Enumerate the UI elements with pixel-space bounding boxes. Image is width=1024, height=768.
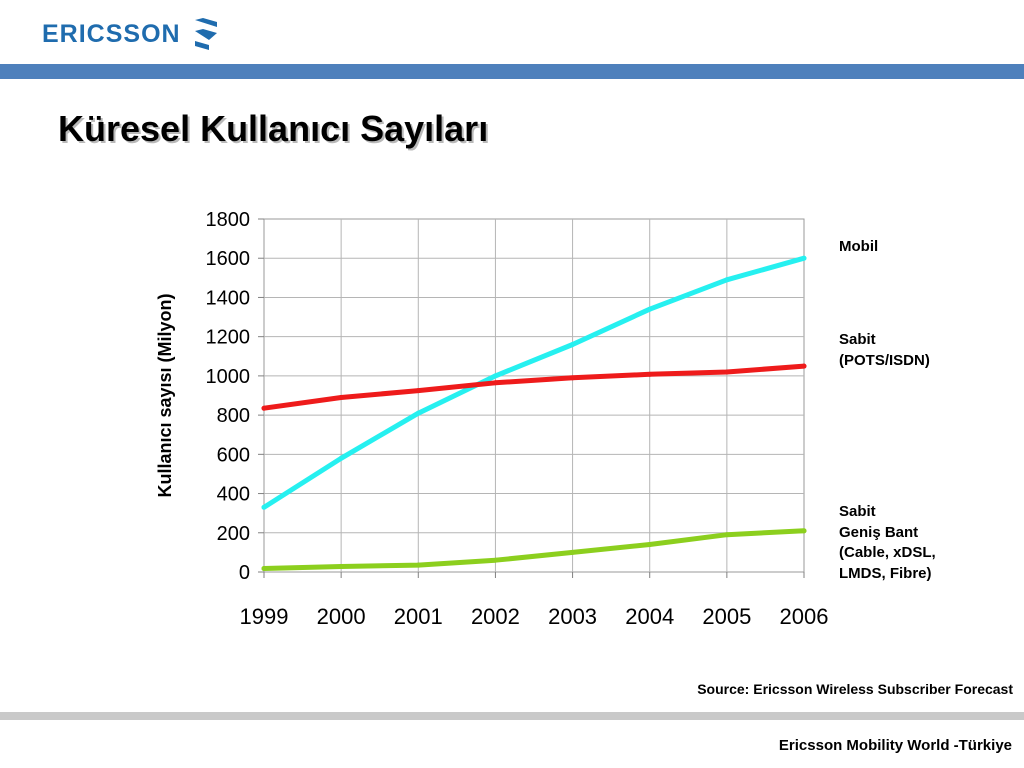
data-point (801, 528, 807, 534)
x-tick-label: 2001 (394, 604, 443, 629)
data-point (338, 394, 344, 400)
source-note: Source: Ericsson Wireless Subscriber For… (697, 681, 1013, 697)
series-line (261, 363, 807, 411)
data-point (801, 363, 807, 369)
x-tick-label: 2000 (317, 604, 366, 629)
series-line (261, 528, 807, 571)
y-tick-label: 400 (217, 484, 250, 506)
x-tick-label: 1999 (240, 604, 289, 629)
data-point (724, 277, 730, 283)
y-tick-label: 1200 (206, 327, 251, 349)
y-tick-label: 1400 (206, 287, 251, 309)
data-point (415, 410, 421, 416)
data-point (261, 405, 267, 411)
data-point (724, 532, 730, 538)
x-tick-label: 2006 (780, 604, 829, 629)
y-tick-label: 0 (239, 562, 250, 584)
x-tick-label: 2004 (625, 604, 674, 629)
data-point (724, 369, 730, 375)
header-band (0, 64, 1024, 79)
x-tick-label: 2002 (471, 604, 520, 629)
y-axis-label: Kullanıcı sayısı (Milyon) (155, 293, 175, 497)
data-point (647, 306, 653, 312)
y-tick-label: 1800 (206, 209, 251, 231)
x-tick-label: 2005 (702, 604, 751, 629)
data-point (570, 342, 576, 348)
data-point (415, 388, 421, 394)
y-tick-label: 800 (217, 405, 250, 427)
data-point (338, 564, 344, 570)
legend-entry: Mobil (839, 238, 879, 255)
y-tick-label: 1000 (206, 366, 251, 388)
series-line (261, 255, 807, 510)
data-point (647, 371, 653, 377)
ericsson-logo: ERICSSON (42, 18, 217, 50)
logo-text: ERICSSON (42, 19, 181, 48)
data-point (492, 380, 498, 386)
data-point (415, 562, 421, 568)
data-point (261, 504, 267, 510)
data-point (492, 557, 498, 563)
data-point (647, 542, 653, 548)
footer-band (0, 712, 1024, 720)
legend-entry: Sabit (POTS/ISDN) (839, 331, 930, 369)
ericsson-mark-icon (194, 18, 217, 50)
y-tick-label: 200 (217, 523, 250, 545)
data-point (570, 375, 576, 381)
y-tick-label: 1600 (206, 248, 251, 270)
data-point (338, 455, 344, 461)
y-tick-label: 600 (217, 444, 250, 466)
data-point (801, 255, 807, 261)
data-point (261, 565, 267, 571)
line-chart: 0 200 400 600 800 1000 1200 1400 1600 1800 1999 200… (155, 209, 829, 629)
x-tick-label: 2003 (548, 604, 597, 629)
data-point (492, 373, 498, 379)
footer-text: Ericsson Mobility World -Türkiye (778, 737, 1012, 754)
page-title: Küresel Kullanıcı Sayıları (58, 108, 489, 149)
data-point (570, 549, 576, 555)
legend-entry: Sabit Geniş Bant (Cable, xDSL, LMDS, Fib… (839, 503, 936, 582)
